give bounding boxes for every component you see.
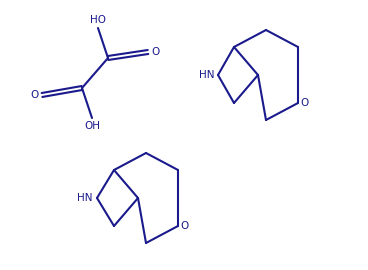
Text: O: O bbox=[151, 47, 159, 57]
Text: O: O bbox=[180, 221, 188, 231]
Text: OH: OH bbox=[84, 121, 100, 131]
Text: HN: HN bbox=[78, 193, 93, 203]
Text: O: O bbox=[300, 98, 308, 108]
Text: HN: HN bbox=[198, 70, 214, 80]
Text: O: O bbox=[31, 90, 39, 100]
Text: HO: HO bbox=[90, 15, 106, 25]
